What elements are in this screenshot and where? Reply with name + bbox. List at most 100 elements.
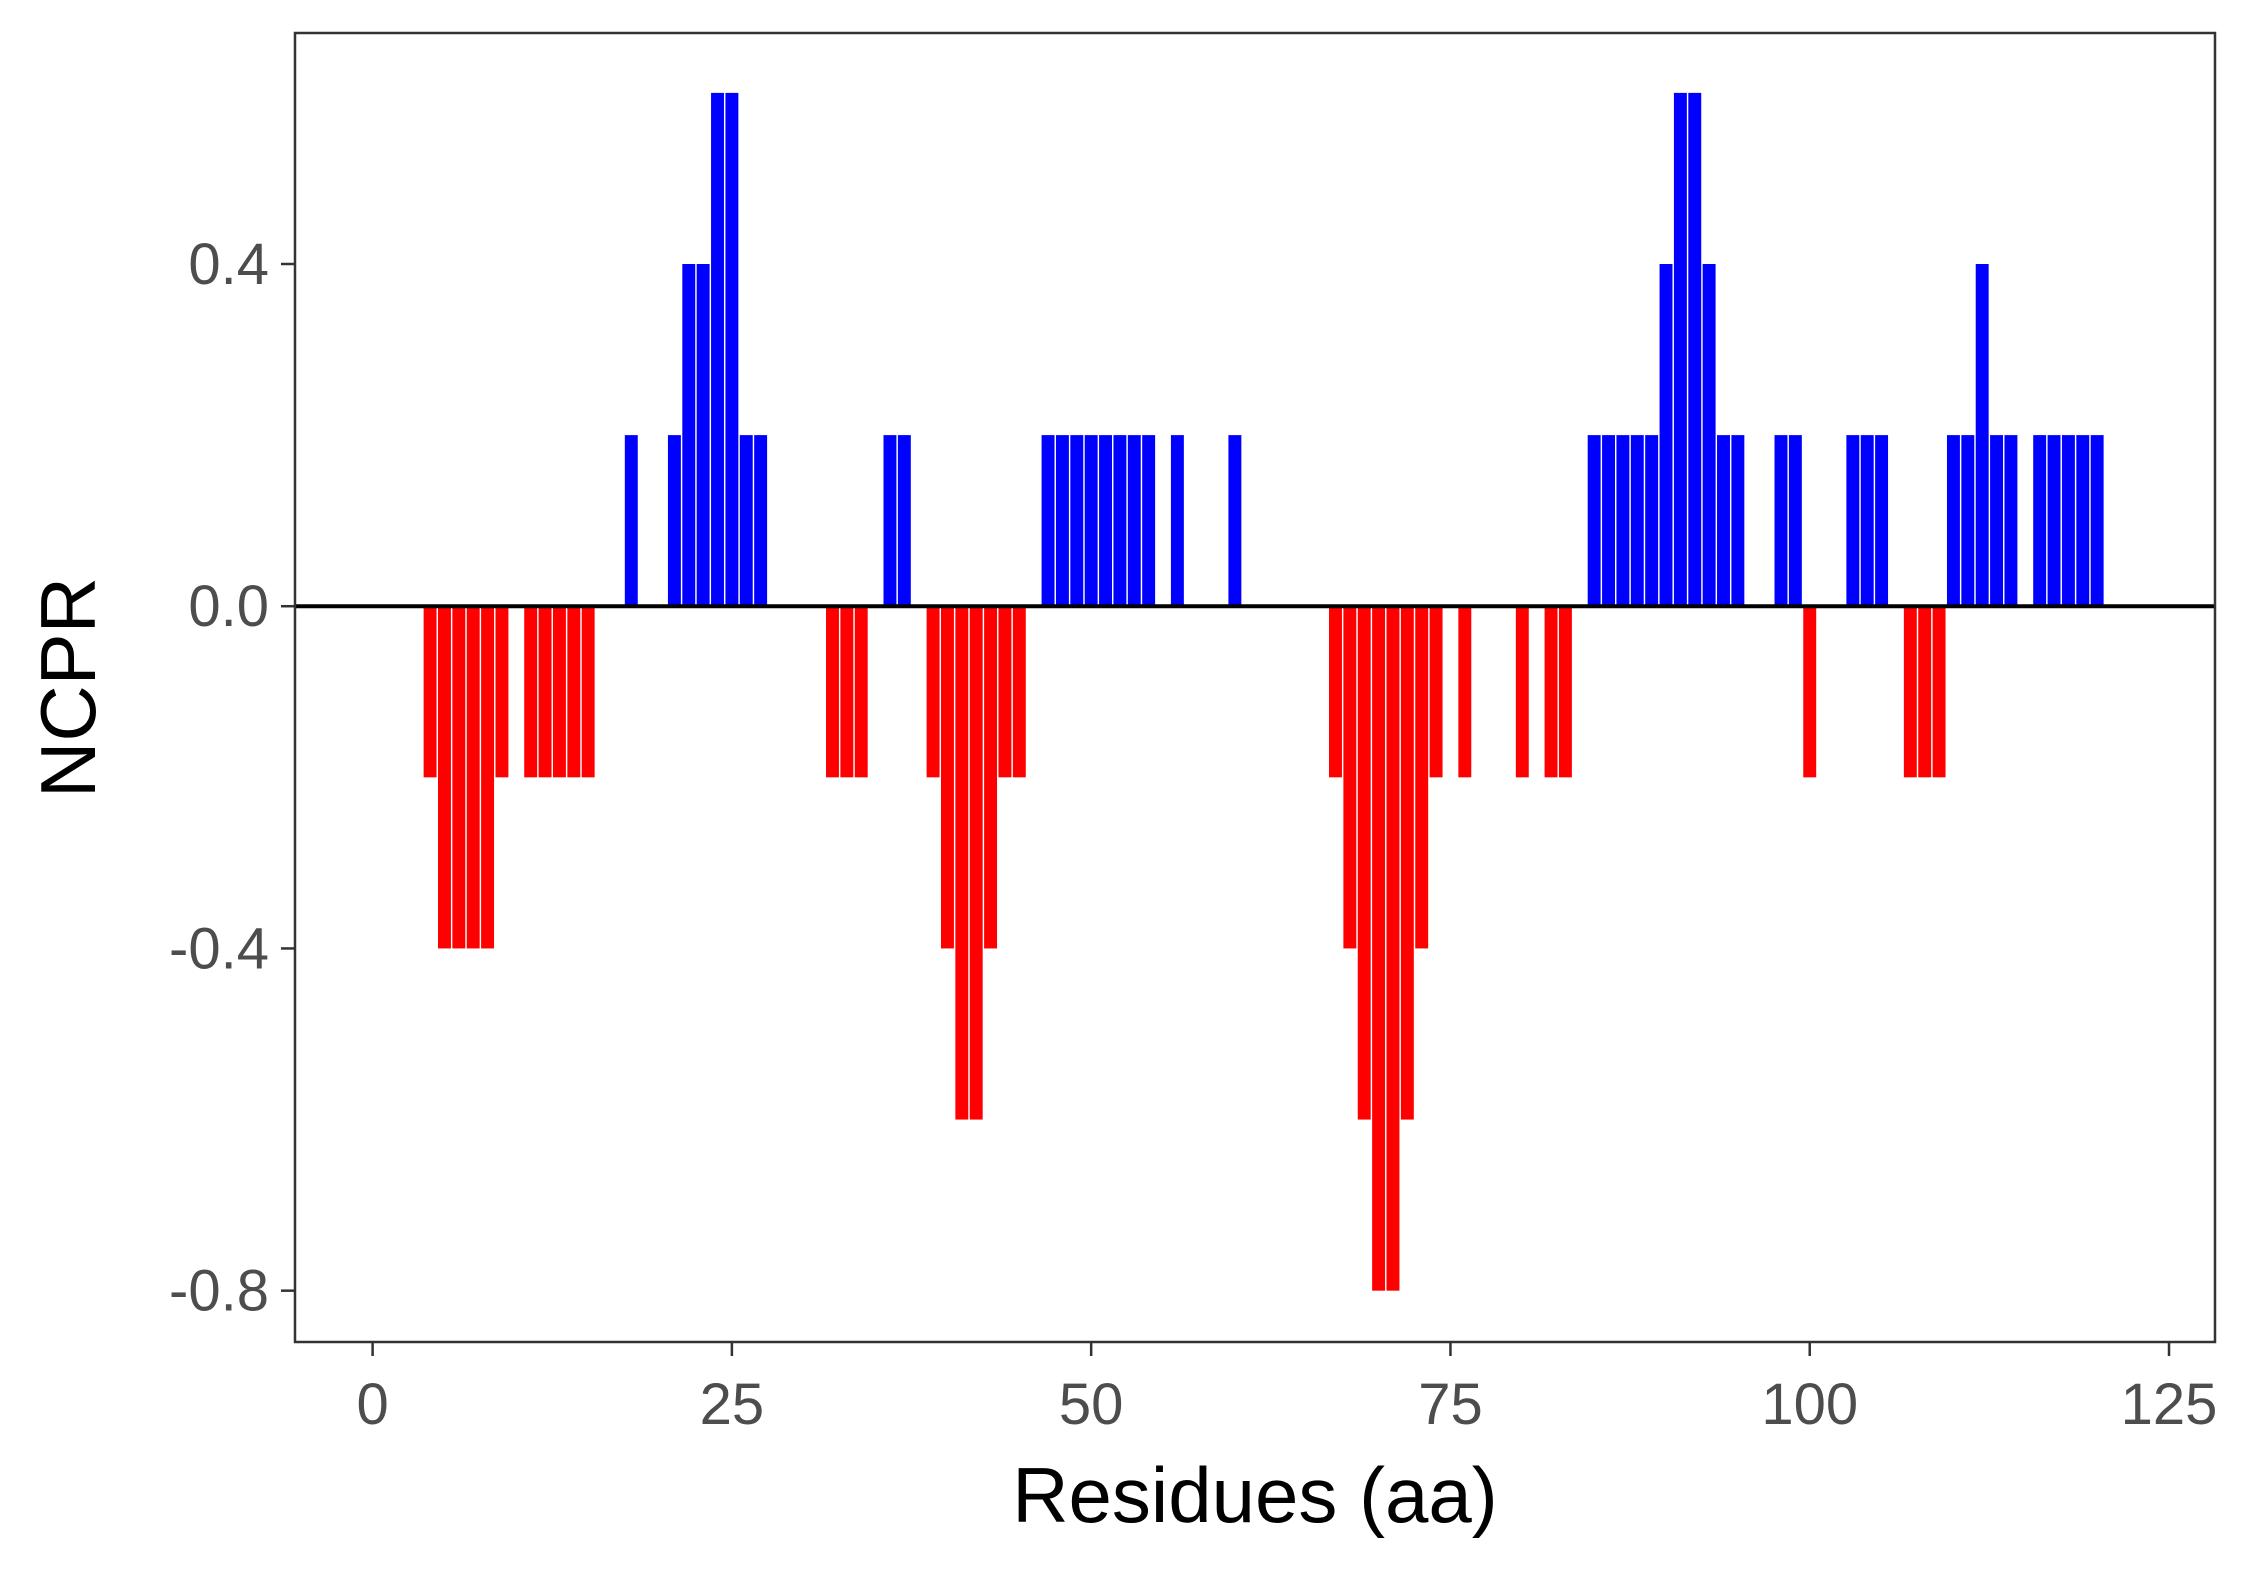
x-tick-label: 125 [2121,1372,2218,1437]
bar [2090,435,2104,607]
bar-series [423,92,2104,1291]
bar [1458,606,1472,778]
bar [1055,435,1069,607]
bar [1415,606,1429,949]
bar [682,264,696,607]
bar [1673,92,1687,607]
bar [1932,606,1946,778]
bar [1515,606,1529,778]
bar [1070,435,1084,607]
bar [1084,435,1098,607]
bar [926,606,940,778]
bar [567,606,581,778]
y-axis: -0.8 -0.4 0.0 0.4 [169,232,295,1324]
bar [1918,606,1932,778]
bar [1142,435,1156,607]
bar [2061,435,2075,607]
bar [1860,435,1874,607]
y-tick-label: 0.0 [188,574,269,639]
bar [552,606,566,778]
bar [897,435,911,607]
bar [1731,435,1745,607]
bar [1113,435,1127,607]
bar [1875,435,1889,607]
bar [1630,435,1644,607]
bar [1616,435,1630,607]
bar [711,92,724,607]
x-tick-label: 0 [356,1372,388,1437]
y-tick-label: -0.8 [169,1259,269,1324]
bar [1803,606,1817,778]
x-tick-label: 75 [1418,1372,1483,1437]
bar [2076,435,2090,607]
x-tick-label: 50 [1059,1372,1124,1437]
bar [1717,435,1730,607]
bar [754,435,768,607]
bar [1990,435,2004,607]
bar [2004,435,2018,607]
bar [524,606,538,778]
bar [1099,435,1113,607]
bar [826,606,839,778]
bar [1400,606,1414,1120]
bar [437,606,451,949]
x-axis-title: Residues (aa) [1012,1451,1498,1539]
bar [667,435,681,607]
bar [1558,606,1572,778]
bar [998,606,1012,778]
bar [1357,606,1371,1120]
bar [452,606,466,949]
bar [883,435,897,607]
bar [1127,435,1141,607]
bar [854,606,868,778]
bar [1228,435,1242,607]
bar [940,606,954,949]
bar [1602,435,1615,607]
bar [1429,606,1443,778]
bar [2033,435,2047,607]
bar [423,606,437,778]
bar [1975,264,1989,607]
bar [1688,92,1702,607]
y-tick-label: -0.4 [169,916,269,981]
bar [739,435,753,607]
bar [1774,435,1788,607]
bar [696,264,710,607]
x-tick-label: 25 [700,1372,765,1437]
bar [840,606,854,778]
bar [725,92,739,607]
x-axis: 0 25 50 75 100 125 [356,1342,2217,1437]
bar [1846,435,1860,607]
bar [624,435,638,607]
y-axis-title: NCPR [24,577,112,798]
bar [969,606,983,1120]
bar [581,606,595,778]
bar [1372,606,1386,1291]
x-tick-label: 100 [1761,1372,1858,1437]
bar [984,606,998,949]
bar [1587,435,1601,607]
bar [1788,435,1802,607]
bar [1961,435,1975,607]
bar [1903,606,1917,778]
bar [1012,606,1026,778]
bar [1702,264,1716,607]
bar [538,606,552,778]
bar [1041,435,1055,607]
bar [1170,435,1184,607]
bar [1659,264,1673,607]
bar [466,606,480,949]
bar [481,606,495,949]
bar [1645,435,1659,607]
y-tick-label: 0.4 [188,232,269,297]
bar [1544,606,1558,778]
bar [1386,606,1400,1291]
plot-panel-border [293,31,2217,1344]
bar [2047,435,2061,607]
bar [1343,606,1357,949]
bar [1329,606,1342,778]
bar [495,606,509,778]
bar [1946,435,1960,607]
